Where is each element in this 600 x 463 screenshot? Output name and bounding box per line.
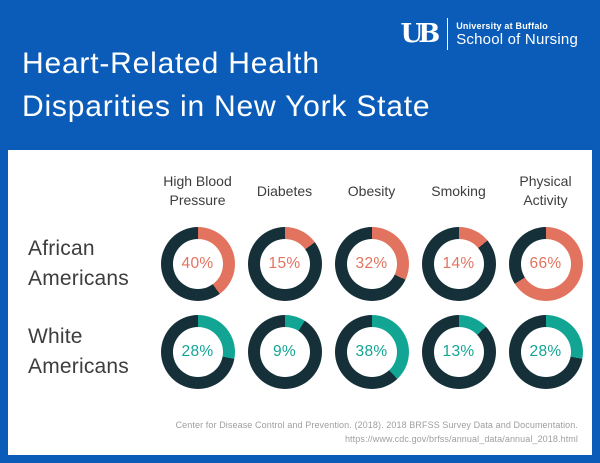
donut-white-americans-diabetes: 9%: [247, 315, 322, 389]
donut-hole: 28%: [520, 327, 571, 377]
donut-value: 66%: [529, 255, 562, 272]
donut-cell: 66%: [502, 220, 589, 308]
donut-value: 28%: [181, 343, 214, 360]
donut-value: 38%: [355, 343, 388, 360]
donut-hole: 40%: [172, 239, 223, 289]
donut-hole: 9%: [259, 327, 310, 377]
donut-value: 14%: [442, 255, 475, 272]
donut-value: 13%: [442, 343, 475, 360]
logo-divider: [447, 18, 449, 50]
donut-hole: 15%: [259, 239, 310, 289]
row-label-white-americans: White Americans: [14, 308, 154, 396]
donut-cell: 40%: [154, 220, 241, 308]
row-label-text: White Americans: [28, 325, 129, 378]
page-title: Heart-Related Health Disparities in New …: [22, 42, 430, 128]
donut-cell: 15%: [241, 220, 328, 308]
column-header-smoking: Smoking: [431, 182, 486, 199]
title-line-1: Heart-Related Health: [22, 47, 320, 80]
donut-african-americans-obesity: 32%: [334, 227, 409, 301]
donut-white-americans-smoking: 13%: [421, 315, 496, 389]
donut-cell: 28%: [502, 308, 589, 396]
chart-grid: High Blood Pressure Diabetes Obesity Smokin…: [8, 150, 592, 396]
column-header-high-blood-pressure: High Blood Pressure: [163, 173, 232, 208]
column-header-physical-activity: Physical Activity: [519, 173, 572, 208]
ub-logo: UB University at Buffalo School of Nursi…: [401, 18, 578, 50]
column-header-obesity: Obesity: [347, 182, 396, 199]
donut-hole: 38%: [346, 327, 397, 377]
donut-value: 15%: [268, 255, 301, 272]
donut-value: 40%: [181, 255, 214, 272]
donut-cell: 38%: [328, 308, 415, 396]
donut-african-americans-high-blood-pressure: 40%: [160, 227, 235, 301]
logo-school-name: School of Nursing: [456, 30, 578, 48]
donut-white-americans-high-blood-pressure: 28%: [160, 315, 235, 389]
donut-hole: 28%: [172, 327, 223, 377]
donut-hole: 13%: [433, 327, 484, 377]
donut-hole: 14%: [433, 239, 484, 289]
citation-line-2: https://www.cdc.gov/brfss/annual_data/an…: [344, 434, 578, 445]
row-label-text: African Americans: [28, 237, 129, 290]
citation-line-1: Center for Disease Control and Preventio…: [175, 420, 578, 431]
ub-monogram-icon: UB: [400, 19, 441, 49]
donut-cell: 9%: [241, 308, 328, 396]
donut-white-americans-obesity: 38%: [334, 315, 409, 389]
donut-african-americans-smoking: 14%: [421, 227, 496, 301]
donut-cell: 32%: [328, 220, 415, 308]
logo-institution-name: University at Buffalo: [456, 20, 548, 31]
donut-hole: 66%: [520, 239, 571, 289]
row-label-african-americans: African Americans: [14, 220, 154, 308]
donut-hole: 32%: [346, 239, 397, 289]
title-line-2: Disparities in New York State: [22, 90, 431, 123]
citation: Center for Disease Control and Preventio…: [176, 419, 578, 447]
donut-african-americans-physical-activity: 66%: [508, 227, 583, 301]
logo-text: University at Buffalo School of Nursing: [456, 21, 578, 48]
column-header-diabetes: Diabetes: [256, 182, 313, 199]
donut-value: 32%: [355, 255, 388, 272]
donut-cell: 13%: [415, 308, 502, 396]
donut-white-americans-physical-activity: 28%: [508, 315, 583, 389]
donut-african-americans-diabetes: 15%: [247, 227, 322, 301]
donut-value: 28%: [529, 343, 562, 360]
donut-cell: 14%: [415, 220, 502, 308]
donut-cell: 28%: [154, 308, 241, 396]
donut-value: 9%: [272, 343, 296, 360]
chart-panel: High Blood Pressure Diabetes Obesity Smokin…: [8, 150, 592, 455]
grid-corner-spacer: [14, 162, 154, 220]
